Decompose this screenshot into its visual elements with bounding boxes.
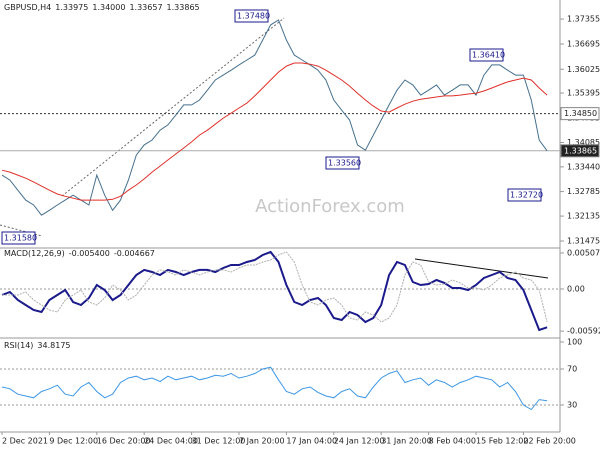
x-tick-label: 16 Dec 20:00 — [97, 437, 151, 446]
y-tick-label: 1.36695 — [567, 39, 600, 48]
series-line — [1, 62, 548, 201]
price-annotation — [507, 188, 542, 202]
price-annotation-label: 1.36410 — [472, 51, 505, 60]
level-label-box — [560, 144, 600, 158]
y-tick-label: 100 — [567, 338, 582, 347]
y-tick-label: -0.005928 — [567, 327, 600, 336]
header-value: -0.004667 — [114, 249, 155, 258]
x-tick-label: 22 Feb 20:00 — [523, 437, 575, 446]
x-tick-label: 15 Feb 12:00 — [476, 437, 528, 446]
header-value: 1.34000 — [92, 3, 125, 12]
series-line — [1, 250, 548, 332]
watermark: ActionForex.com — [255, 196, 405, 217]
y-tick-label: 1.32785 — [567, 187, 600, 196]
price-annotation — [234, 9, 269, 23]
series-line — [1, 19, 548, 216]
x-tick-label: 2 Dec 2021 — [2, 437, 48, 446]
panel-header: GBPUSD,H4 1.33975 1.34000 1.33657 1.33865 — [4, 3, 200, 12]
y-tick-label: 1.31475 — [567, 237, 600, 246]
header-value: 1.33975 — [55, 3, 88, 12]
header-value: 34.8175 — [37, 341, 70, 350]
y-tick-label: 1.36025 — [567, 65, 600, 74]
y-tick-label: 1.32135 — [567, 212, 600, 221]
price-annotation-label: 1.31580 — [4, 234, 37, 243]
header-value: -0.005400 — [69, 249, 110, 258]
y-tick-label: 1.33440 — [567, 162, 600, 171]
y-tick-label: 0.00 — [567, 284, 585, 293]
y-tick-label: 1.37355 — [567, 15, 600, 24]
price-annotation-label: 1.32720 — [510, 191, 543, 200]
price-annotation — [325, 156, 360, 170]
y-tick-label: 1.34085 — [567, 138, 600, 147]
series-line — [1, 366, 548, 411]
y-tick-label: 70 — [567, 365, 577, 374]
panel-header: MACD(12,26,9) -0.005400 -0.004667 — [4, 249, 155, 258]
x-tick-label: 24 Dec 04:00 — [144, 437, 198, 446]
panel-title: RSI(14) — [4, 341, 33, 350]
x-tick-label: 31 Jan 20:00 — [381, 437, 432, 446]
price-annotation-label: 1.33560 — [328, 159, 361, 168]
y-tick-label: 1.35395 — [567, 89, 600, 98]
x-tick-label: 8 Feb 04:00 — [429, 437, 476, 446]
panel-title: GBPUSD,H4 — [4, 3, 51, 12]
x-tick-label: 31 Dec 12:00 — [192, 437, 246, 446]
price-annotation — [1, 231, 36, 245]
level-label-box — [560, 107, 600, 121]
y-tick-label: 0.00507 — [567, 248, 600, 257]
header-value: 1.33865 — [167, 3, 200, 12]
level-label: 1.34850 — [564, 109, 597, 118]
y-tick-label: 30 — [567, 401, 577, 410]
x-tick-label: 17 Jan 04:00 — [286, 437, 337, 446]
x-tick-label: 9 Dec 12:00 — [49, 437, 98, 446]
trend-line — [61, 17, 285, 197]
x-tick-label: 7 Jan 20:00 — [239, 437, 285, 446]
x-tick-label: 24 Jan 12:00 — [334, 437, 385, 446]
level-label: 1.33865 — [564, 146, 597, 155]
panel-title: MACD(12,26,9) — [4, 249, 65, 258]
panel-header: RSI(14) 34.8175 — [4, 341, 71, 350]
price-annotation — [469, 48, 504, 62]
price-annotation-label: 1.37480 — [237, 12, 270, 21]
series-line — [2, 251, 548, 323]
trend-line — [414, 258, 549, 279]
header-value: 1.33657 — [129, 3, 162, 12]
